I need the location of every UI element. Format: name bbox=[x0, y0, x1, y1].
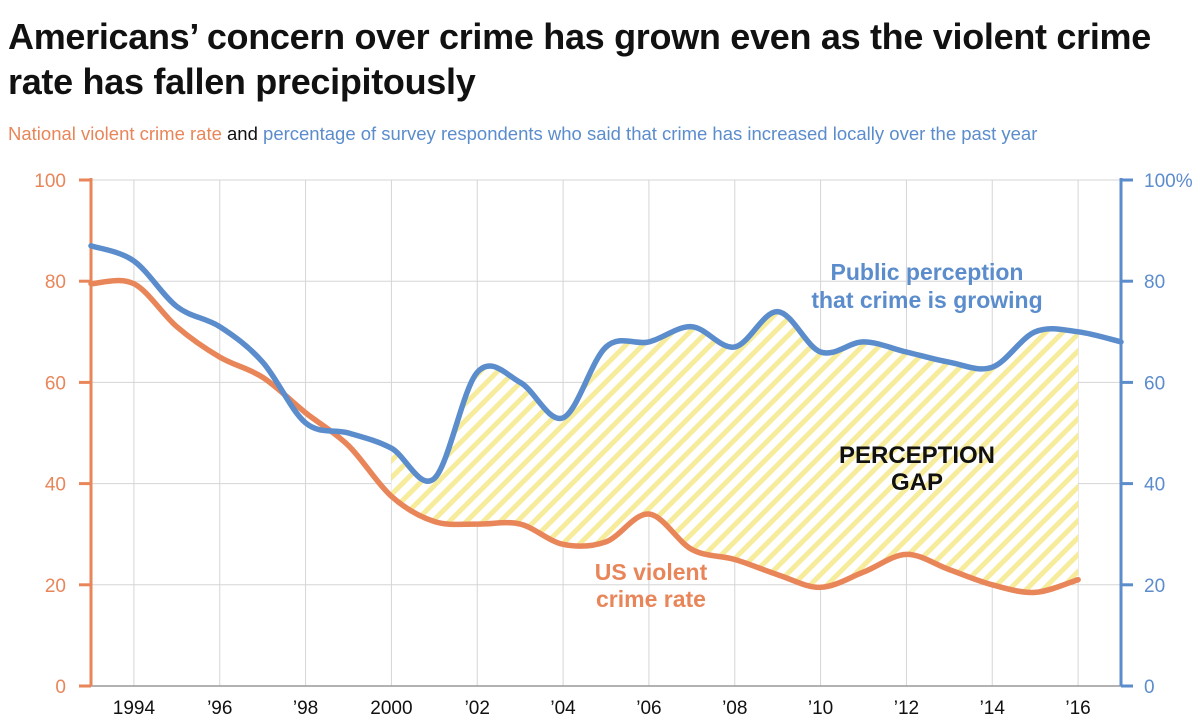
right-tick-label: 80 bbox=[1144, 272, 1165, 293]
x-tick-label: ’98 bbox=[293, 698, 318, 719]
subtitle-connector: and bbox=[221, 123, 264, 144]
perception-line bbox=[88, 243, 1124, 484]
left-tick-label: 60 bbox=[45, 373, 66, 394]
left-tick-label: 0 bbox=[55, 677, 66, 698]
x-tick-label: ’10 bbox=[808, 698, 833, 719]
gap-label-line2: GAP bbox=[891, 469, 943, 496]
x-tick-label: ’08 bbox=[722, 698, 747, 719]
subtitle-crime-rate: National violent crime rate bbox=[8, 123, 222, 144]
x-tick-label: ’04 bbox=[550, 698, 576, 719]
gap-label-line1: PERCEPTION bbox=[839, 442, 995, 469]
right-tick-label: 40 bbox=[1144, 475, 1165, 496]
x-tick-label: 1994 bbox=[113, 698, 156, 719]
perception-gap-area bbox=[391, 311, 1079, 593]
right-tick-label: 20 bbox=[1144, 576, 1165, 597]
x-tick-label: ’96 bbox=[207, 698, 232, 719]
crime-label-line2: crime rate bbox=[596, 586, 706, 612]
crime-label-line1: US violent bbox=[595, 559, 708, 585]
perception-label-line1: Public perception bbox=[831, 259, 1024, 285]
x-tick-label: ’16 bbox=[1065, 698, 1090, 719]
axes bbox=[79, 178, 1133, 688]
tick-labels: 0 20 40 60 80 100 0 20 40 60 80 100% 1994 ’96 ’98 2000 ’… bbox=[34, 171, 1192, 719]
right-tick-label: 100% bbox=[1144, 171, 1193, 192]
x-tick-label: ’14 bbox=[980, 698, 1006, 719]
crime-rate-line bbox=[88, 277, 1081, 596]
chart-title: Americans’ concern over crime has grown … bbox=[8, 16, 1151, 102]
left-tick-label: 40 bbox=[45, 475, 66, 496]
subtitle-survey: percentage of survey respondents who sai… bbox=[263, 123, 1038, 144]
perception-label-line2: that crime is growing bbox=[811, 287, 1042, 313]
x-tick-label: ’02 bbox=[465, 698, 490, 719]
x-tick-label: 2000 bbox=[370, 698, 412, 719]
series-lines bbox=[88, 243, 1124, 596]
left-tick-label: 100 bbox=[34, 171, 66, 192]
left-tick-label: 20 bbox=[45, 576, 66, 597]
chart-subtitle: National violent crime rate and percenta… bbox=[8, 122, 1198, 146]
right-tick-label: 0 bbox=[1144, 677, 1155, 698]
x-tick-label: ’12 bbox=[894, 698, 919, 719]
annotations: Public perception that crime is growing … bbox=[595, 259, 1043, 612]
left-tick-label: 80 bbox=[45, 272, 66, 293]
x-tick-label: ’06 bbox=[636, 698, 661, 719]
right-tick-label: 60 bbox=[1144, 373, 1165, 394]
